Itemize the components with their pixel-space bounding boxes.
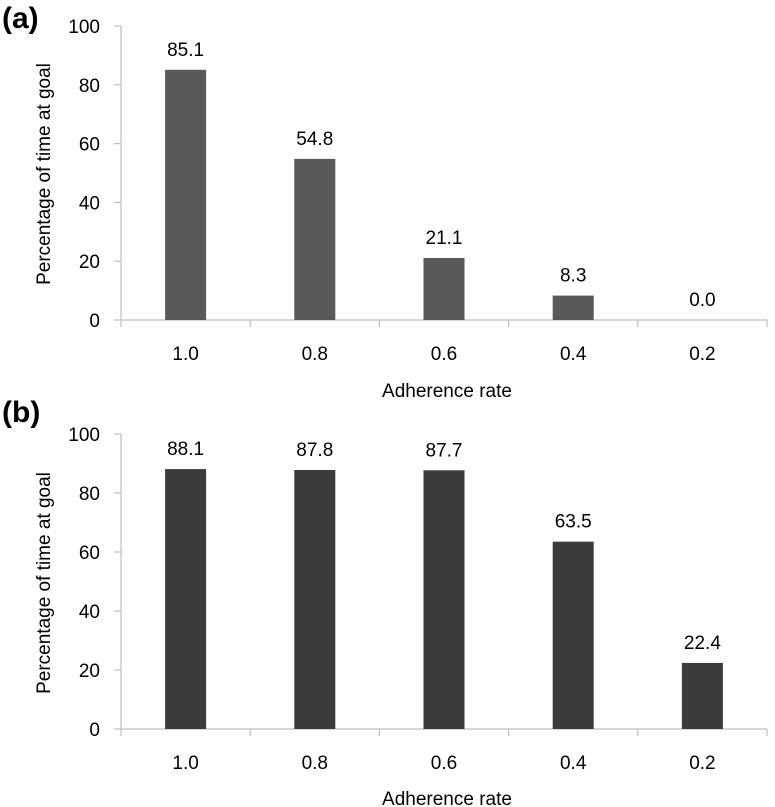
y-tick-label-b: 100 — [68, 425, 100, 446]
bar-b-0.8 — [294, 469, 336, 729]
bar-a-1.0 — [165, 69, 207, 320]
x-tick-label-b: 1.0 — [172, 753, 198, 774]
x-tick-label-a: 0.4 — [560, 344, 587, 365]
value-label-a: 54.8 — [296, 129, 333, 150]
bar-b-0.4 — [552, 541, 594, 729]
value-label-b: 87.7 — [426, 440, 463, 461]
value-label-b: 22.4 — [684, 633, 721, 654]
y-tick-label-a: 20 — [79, 252, 100, 273]
value-label-b: 88.1 — [167, 439, 204, 460]
y-tick-label-a: 60 — [79, 135, 100, 156]
y-tick-label-a: 100 — [68, 17, 100, 38]
y-tick-label-b: 40 — [79, 602, 100, 623]
value-label-b: 63.5 — [555, 512, 592, 533]
plot-area-b: 0 20 40 60 80 100 88.1 1.0 87.8 0.8 87.7 0.6 63.5 0.4… — [68, 425, 768, 774]
panel-label-b: (b) — [2, 396, 40, 429]
value-label-a: 21.1 — [426, 228, 463, 249]
bar-b-0.2 — [681, 662, 723, 729]
panel-label-a: (a) — [2, 2, 39, 35]
y-tick-label-b: 80 — [79, 484, 100, 505]
y-axis-title-a: Percentage of time at goal — [34, 63, 55, 285]
y-tick-label-b: 0 — [89, 720, 100, 741]
plot-area-a: 0 20 40 60 80 100 85.1 1.0 54.8 0.8 21.1 0.6 8.3 0.4 0… — [68, 17, 768, 365]
x-tick-label-b: 0.8 — [302, 753, 328, 774]
y-axis-title-b: Percentage of time at goal — [34, 472, 55, 694]
bar-b-0.6 — [423, 470, 465, 729]
bar-b-1.0 — [165, 469, 207, 729]
y-tick-label-a: 40 — [79, 193, 100, 214]
value-label-a: 8.3 — [560, 266, 586, 287]
value-label-a: 85.1 — [167, 40, 204, 61]
y-tick-label-b: 60 — [79, 543, 100, 564]
x-axis-title-a: Adherence rate — [382, 381, 512, 402]
x-tick-label-b: 0.4 — [560, 753, 587, 774]
x-axis-title-b: Adherence rate — [382, 789, 512, 807]
bar-a-0.4 — [552, 295, 594, 320]
chart-panel-b: (b) Percentage of time at goal Adherence… — [2, 396, 768, 807]
x-tick-label-a: 1.0 — [172, 344, 198, 365]
x-tick-label-a: 0.8 — [302, 344, 328, 365]
y-tick-label-b: 20 — [79, 661, 100, 682]
x-tick-label-b: 0.6 — [431, 753, 457, 774]
value-label-a: 0.0 — [689, 290, 715, 311]
x-tick-label-a: 0.2 — [689, 344, 715, 365]
chart-panel-a: (a) Percentage of time at goal Adherence… — [2, 2, 768, 402]
x-tick-label-b: 0.2 — [689, 753, 715, 774]
bar-a-0.6 — [423, 257, 465, 320]
value-label-b: 87.8 — [296, 440, 333, 461]
y-tick-label-a: 80 — [79, 76, 100, 97]
y-tick-label-a: 0 — [89, 311, 100, 332]
bar-a-0.8 — [294, 158, 336, 320]
x-tick-label-a: 0.6 — [431, 344, 457, 365]
